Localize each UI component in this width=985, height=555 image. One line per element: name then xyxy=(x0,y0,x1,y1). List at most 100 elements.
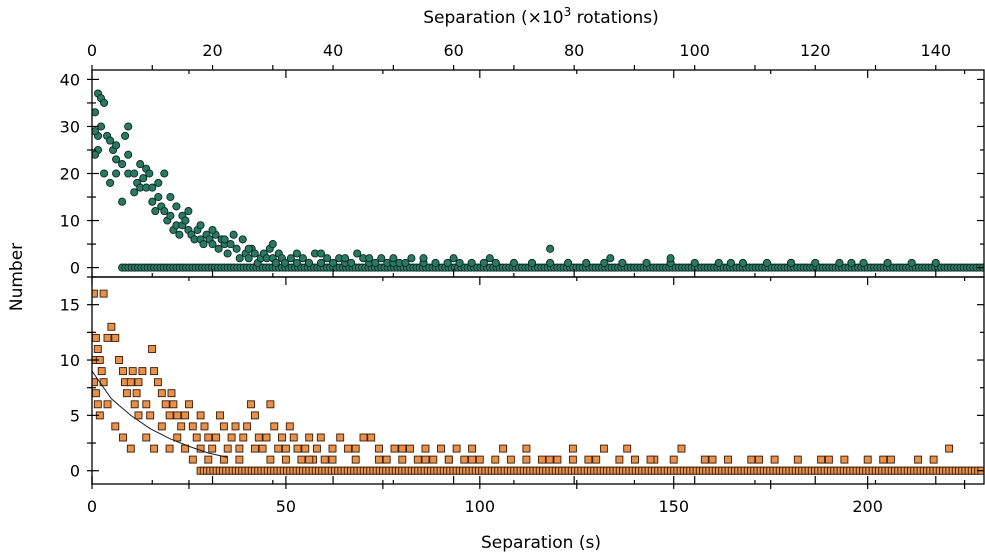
data-point xyxy=(367,433,376,442)
data-point xyxy=(208,444,217,453)
data-point xyxy=(262,433,271,442)
data-point xyxy=(755,455,764,464)
data-point xyxy=(553,455,562,464)
data-point xyxy=(421,444,430,453)
data-point xyxy=(618,258,627,267)
data-point xyxy=(931,258,940,267)
top-x-tick-label: 140 xyxy=(921,41,952,60)
data-point xyxy=(863,455,872,464)
data-point xyxy=(592,455,601,464)
data-point xyxy=(161,400,170,409)
data-point xyxy=(280,258,289,267)
data-point xyxy=(181,411,190,420)
data-point xyxy=(467,258,476,267)
data-point xyxy=(128,367,137,376)
data-point xyxy=(212,433,221,442)
data-point xyxy=(157,389,166,398)
data-point xyxy=(406,444,414,453)
data-point xyxy=(419,254,428,263)
data-point xyxy=(522,455,531,464)
data-point xyxy=(824,455,833,464)
data-point xyxy=(184,207,193,216)
data-point xyxy=(690,258,699,267)
data-point xyxy=(172,202,181,211)
data-point xyxy=(93,345,102,353)
data-point xyxy=(124,150,133,159)
data-point xyxy=(92,150,100,159)
data-point xyxy=(389,254,398,263)
data-point xyxy=(250,444,259,453)
data-point xyxy=(762,258,772,267)
data-point xyxy=(328,444,337,453)
data-point xyxy=(154,178,163,187)
data-point xyxy=(232,244,241,253)
data-point xyxy=(568,455,577,464)
y-tick-label: 30 xyxy=(60,117,80,136)
bottom-frame xyxy=(91,276,985,485)
data-point xyxy=(407,254,416,263)
data-point xyxy=(328,455,337,464)
data-point xyxy=(564,258,573,267)
data-point xyxy=(285,422,294,431)
top-axis-title-superscript: 3 xyxy=(564,5,572,19)
top-x-tick-label: 0 xyxy=(87,41,97,60)
data-point xyxy=(153,378,162,387)
data-point xyxy=(305,433,314,442)
bottom-x-tick-label: 200 xyxy=(852,497,883,516)
data-point xyxy=(708,455,717,464)
top-x-tick-label: 80 xyxy=(564,41,584,60)
data-point xyxy=(323,254,332,263)
data-point xyxy=(92,378,98,387)
data-point xyxy=(175,230,184,239)
data-point xyxy=(111,422,120,431)
top-x-tick-label: 20 xyxy=(202,41,222,60)
top-x-tick-label: 40 xyxy=(323,41,343,60)
data-point xyxy=(522,444,531,453)
data-point xyxy=(100,98,109,107)
data-point xyxy=(92,333,100,342)
data-point xyxy=(106,136,115,145)
data-point xyxy=(468,444,477,453)
data-point xyxy=(278,433,286,442)
data-point xyxy=(615,455,624,464)
data-point xyxy=(468,455,477,464)
data-point xyxy=(714,258,723,267)
data-point xyxy=(196,411,205,420)
data-point xyxy=(266,400,275,409)
data-point xyxy=(130,169,139,178)
data-point xyxy=(223,444,232,453)
data-point xyxy=(126,378,135,387)
data-point xyxy=(97,367,106,376)
data-point xyxy=(859,258,868,267)
data-point xyxy=(177,422,186,431)
data-point xyxy=(112,141,121,150)
data-point xyxy=(92,289,98,298)
data-point xyxy=(231,422,240,431)
top-x-tick-label: 60 xyxy=(443,41,463,60)
y-tick-label: 10 xyxy=(60,212,80,231)
data-point xyxy=(293,444,302,453)
data-point xyxy=(568,444,577,453)
data-point xyxy=(460,455,469,464)
trend-line xyxy=(92,370,228,458)
top-markers xyxy=(92,89,984,272)
data-point xyxy=(631,455,639,464)
data-point xyxy=(134,378,143,387)
data-point xyxy=(452,444,461,453)
data-point xyxy=(219,422,228,431)
y-tick-label: 15 xyxy=(60,296,80,315)
data-point xyxy=(250,249,259,258)
data-point xyxy=(341,254,350,263)
data-point xyxy=(344,444,352,453)
data-point xyxy=(192,433,201,442)
data-point xyxy=(239,433,248,442)
data-point xyxy=(546,244,555,253)
top-axis-title-suffix: rotations) xyxy=(571,8,659,28)
bottom-markers xyxy=(92,289,984,475)
data-point xyxy=(254,433,263,442)
data-point xyxy=(312,444,321,453)
data-point xyxy=(623,444,632,453)
data-point xyxy=(132,389,141,398)
data-point xyxy=(266,455,275,464)
data-point xyxy=(479,258,488,267)
